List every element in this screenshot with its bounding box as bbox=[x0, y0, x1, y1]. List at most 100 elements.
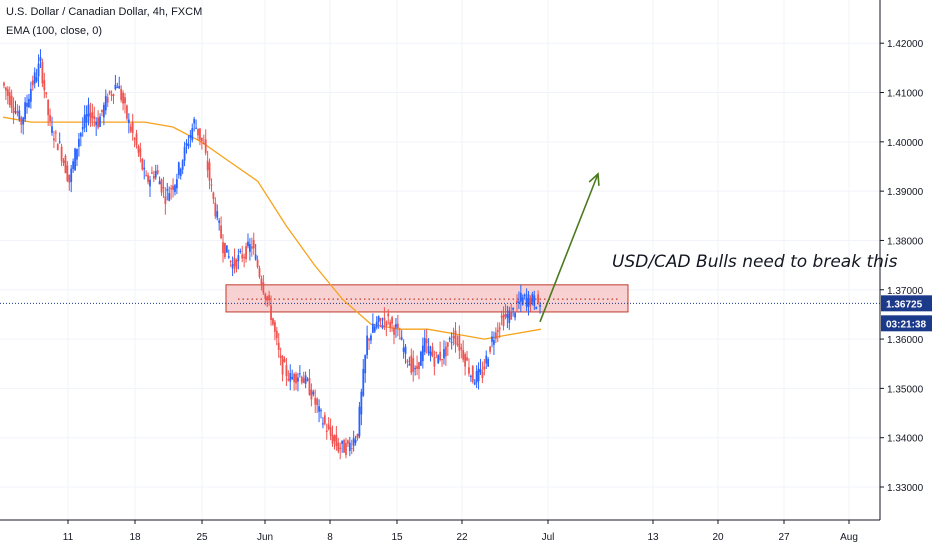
candle bbox=[174, 183, 176, 196]
candle-body bbox=[60, 146, 63, 161]
candle-body bbox=[389, 321, 392, 328]
candle bbox=[345, 437, 347, 459]
candle bbox=[224, 242, 226, 260]
candle bbox=[70, 164, 73, 193]
y-tick-label: 1.35000 bbox=[887, 384, 924, 395]
candle bbox=[29, 81, 32, 109]
candle bbox=[291, 369, 294, 381]
y-tick-label: 1.42000 bbox=[887, 39, 924, 50]
candle bbox=[310, 383, 313, 407]
candle bbox=[62, 158, 65, 167]
candle bbox=[427, 338, 430, 356]
candle-body bbox=[345, 442, 347, 456]
candle bbox=[389, 319, 392, 333]
candle-body bbox=[124, 97, 126, 104]
candle-body bbox=[437, 355, 440, 364]
candle bbox=[458, 325, 461, 360]
candle bbox=[58, 132, 61, 144]
candle bbox=[322, 417, 324, 429]
candle-body bbox=[327, 424, 330, 430]
candle-body bbox=[491, 336, 493, 342]
candle bbox=[116, 82, 119, 89]
candle bbox=[106, 93, 109, 108]
candle bbox=[231, 256, 234, 277]
candle-body bbox=[462, 349, 465, 360]
candle-body bbox=[466, 357, 468, 361]
candle-body bbox=[56, 144, 59, 151]
candle bbox=[443, 340, 445, 365]
candle-body bbox=[262, 282, 265, 294]
candle-body bbox=[41, 62, 44, 84]
candle bbox=[14, 100, 17, 115]
candle-body bbox=[333, 435, 336, 442]
candle-body bbox=[433, 357, 436, 367]
candle bbox=[500, 310, 503, 326]
arrow-shaft bbox=[539, 173, 599, 323]
candle bbox=[120, 85, 123, 103]
candle-body bbox=[145, 175, 148, 177]
candle bbox=[216, 204, 219, 221]
candle bbox=[529, 295, 532, 312]
candle-body bbox=[191, 128, 194, 141]
candle-body bbox=[500, 315, 503, 318]
candle-body bbox=[325, 430, 328, 433]
candle-body bbox=[4, 87, 7, 91]
candle bbox=[306, 377, 309, 382]
candle bbox=[514, 311, 516, 321]
candle bbox=[133, 137, 136, 148]
candle bbox=[277, 332, 280, 358]
candle bbox=[76, 148, 78, 167]
candle-body bbox=[152, 175, 155, 179]
candle bbox=[395, 317, 397, 338]
candle-body bbox=[421, 345, 424, 362]
candle-body bbox=[443, 349, 445, 359]
candle-body bbox=[527, 294, 530, 308]
candle-body bbox=[87, 104, 90, 117]
candle-body bbox=[189, 135, 192, 139]
candle bbox=[464, 352, 467, 376]
candle-body bbox=[16, 111, 19, 114]
candle bbox=[266, 295, 269, 307]
candle bbox=[91, 103, 94, 127]
candle-body bbox=[227, 256, 230, 258]
candle bbox=[475, 365, 478, 389]
candle bbox=[35, 68, 38, 83]
candle-body bbox=[110, 94, 113, 96]
candle bbox=[485, 350, 488, 370]
candle-body bbox=[473, 382, 476, 385]
candle-body bbox=[141, 158, 144, 170]
candle bbox=[496, 322, 499, 343]
candle-body bbox=[37, 63, 40, 77]
candle bbox=[323, 412, 326, 426]
candle bbox=[448, 336, 451, 343]
candle bbox=[393, 324, 395, 345]
candle-body bbox=[398, 338, 401, 340]
candle bbox=[79, 131, 82, 147]
candle bbox=[168, 186, 171, 202]
candle bbox=[162, 176, 165, 198]
candle-body bbox=[396, 323, 399, 329]
x-tick-label: Jul bbox=[542, 532, 555, 543]
candle-body bbox=[243, 257, 246, 259]
candle bbox=[64, 154, 67, 174]
candle bbox=[206, 150, 209, 178]
candle bbox=[26, 94, 28, 114]
candle bbox=[370, 333, 372, 345]
candle-body bbox=[504, 313, 507, 317]
candle-body bbox=[118, 85, 121, 89]
candle-body bbox=[133, 138, 136, 140]
candle-body bbox=[502, 314, 505, 326]
candle bbox=[262, 274, 265, 295]
x-tick-label: 22 bbox=[456, 532, 468, 543]
candle bbox=[204, 129, 207, 156]
candle bbox=[516, 294, 518, 312]
candle bbox=[193, 116, 196, 132]
candle bbox=[362, 359, 365, 397]
candle bbox=[404, 343, 407, 364]
candle-body bbox=[131, 122, 134, 134]
candle bbox=[122, 90, 124, 111]
candle-body bbox=[116, 87, 119, 89]
candle bbox=[272, 317, 274, 326]
candle bbox=[131, 113, 134, 141]
